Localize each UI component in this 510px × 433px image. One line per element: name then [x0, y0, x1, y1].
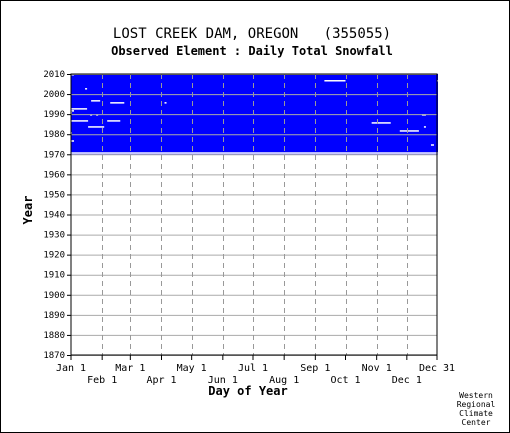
x-tick-label: Aug 1	[269, 375, 299, 386]
x-tick-label: Jun 1	[208, 375, 238, 386]
missing-data-gap	[437, 80, 439, 82]
plot-area: 1870 1880 1890 1900 1910 1920 1930 1940 1950 1960…	[43, 70, 455, 386]
y-tick-label: 1890	[43, 311, 65, 321]
x-tick-label: Jan 1	[56, 363, 86, 374]
x-axis-label: Day of Year	[208, 384, 287, 398]
data-coverage-block	[71, 74, 439, 155]
credit-block: Western Regional Climate Center	[457, 391, 496, 427]
missing-data-gap	[85, 88, 88, 90]
chart-subtitle: Observed Element : Daily Total Snowfall	[111, 44, 393, 58]
y-tick-label: 1930	[43, 231, 65, 241]
credit-line-1: Western	[459, 391, 493, 400]
missing-data-gap	[371, 122, 391, 124]
y-tick-label: 1980	[43, 130, 65, 140]
credit-line-2: Regional	[457, 400, 496, 409]
x-tick-label: Jul 1	[238, 363, 268, 374]
y-tick-label: 2010	[43, 70, 65, 80]
y-tick-label: 1880	[43, 331, 65, 341]
missing-data-gap	[324, 80, 346, 82]
missing-data-gap	[71, 140, 75, 142]
missing-data-gap	[91, 100, 101, 102]
x-tick-label: May 1	[177, 363, 207, 374]
y-tick-label: 1870	[43, 351, 65, 361]
y-tick-label: 2000	[43, 90, 65, 100]
credit-line-4: Center	[462, 418, 491, 427]
missing-data-gap	[71, 108, 88, 110]
y-tick-label: 1960	[43, 170, 65, 180]
plot-border	[70, 73, 438, 356]
missing-data-gap	[107, 120, 121, 122]
missing-data-gap	[110, 102, 125, 104]
x-tick-label: Sep 1	[300, 363, 330, 374]
y-tick-label: 1900	[43, 291, 65, 301]
y-axis-label: Year	[21, 196, 35, 225]
y-tick-label: 1990	[43, 110, 65, 120]
missing-data-gap	[71, 110, 75, 112]
x-tick-label: Feb 1	[87, 375, 117, 386]
missing-data-gap	[71, 112, 73, 114]
y-tick-label: 1940	[43, 211, 65, 221]
x-tick-label: Dec 1	[392, 375, 422, 386]
x-tick-label: Nov 1	[362, 363, 392, 374]
missing-data-gap	[423, 126, 426, 128]
y-tick-label: 1950	[43, 190, 65, 200]
missing-data-gap	[430, 144, 434, 146]
y-tick-label: 1970	[43, 150, 65, 160]
missing-data-gap	[71, 152, 439, 154]
missing-data-gap	[164, 102, 167, 104]
credit-line-3: Climate	[459, 409, 493, 418]
missing-data-gap	[71, 132, 73, 134]
x-tick-label: Dec 31	[419, 363, 455, 374]
missing-data-gap	[88, 126, 105, 128]
chart-title: LOST CREEK DAM, OREGON (355055)	[113, 26, 391, 42]
y-tick-label: 1920	[43, 251, 65, 261]
y-tick-label: 1910	[43, 271, 65, 281]
x-tick-label: Mar 1	[115, 363, 145, 374]
x-tick-label: Apr 1	[146, 375, 176, 386]
missing-data-gap	[399, 130, 419, 132]
missing-data-gap	[71, 120, 89, 122]
x-tick-label: Oct 1	[330, 375, 360, 386]
